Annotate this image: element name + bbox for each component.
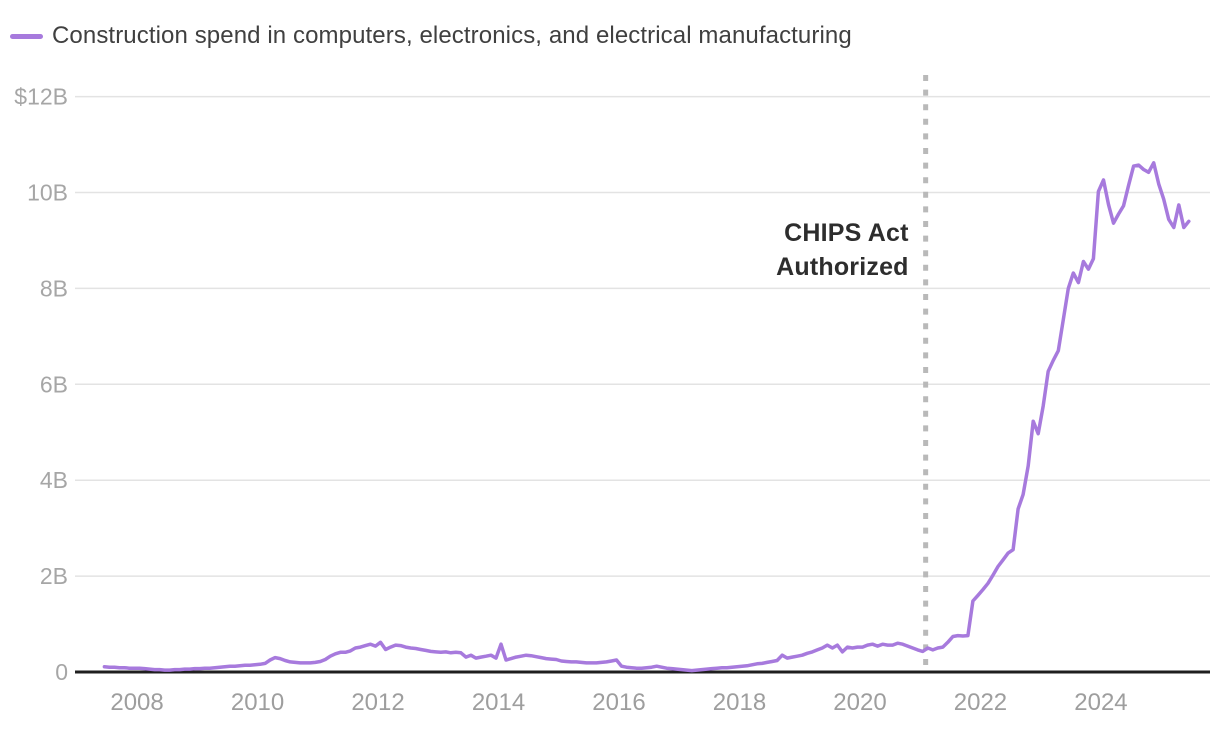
x-tick-label: 2016 xyxy=(592,689,645,716)
x-tick-label: 2010 xyxy=(231,689,284,716)
y-tick-label: 6B xyxy=(40,371,68,397)
legend: Construction spend in computers, electro… xyxy=(10,22,852,50)
legend-label: Construction spend in computers, electro… xyxy=(52,22,852,49)
annotation-line-1: CHIPS Act xyxy=(784,219,909,247)
x-tick-label: 2014 xyxy=(472,689,525,716)
x-tick-label: 2024 xyxy=(1074,689,1127,716)
x-tick-label: 2018 xyxy=(713,689,766,716)
y-tick-label: $12B xyxy=(14,84,68,110)
y-tick-label: 2B xyxy=(40,563,68,589)
x-tick-label: 2012 xyxy=(351,689,404,716)
annotation-line-2: Authorized xyxy=(776,253,909,281)
y-tick-label: 8B xyxy=(40,275,68,301)
chips-act-annotation: CHIPS Act Authorized xyxy=(776,216,909,284)
y-tick-label: 10B xyxy=(27,179,68,205)
x-tick-label: 2020 xyxy=(833,689,886,716)
x-tick-label: 2022 xyxy=(954,689,1007,716)
legend-line-swatch xyxy=(10,33,43,39)
y-tick-label: 0 xyxy=(55,659,68,685)
construction-spend-line xyxy=(102,161,1191,673)
y-tick-label: 4B xyxy=(40,467,68,493)
x-tick-label: 2008 xyxy=(110,689,163,716)
